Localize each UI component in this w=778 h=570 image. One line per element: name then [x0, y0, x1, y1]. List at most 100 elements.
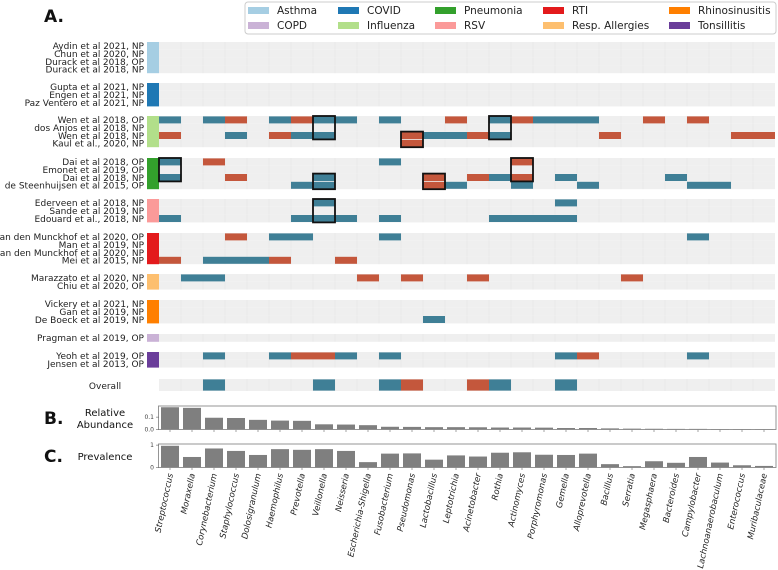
- cell-negative: [467, 274, 489, 282]
- highlight-box: [488, 115, 512, 141]
- legend-swatch: [338, 7, 359, 14]
- study-label: Chiu et al 2020, OP: [57, 282, 145, 292]
- cell-negative: [511, 116, 533, 124]
- bar-acinetobacter: [469, 427, 487, 430]
- legend-label: Pneumonia: [464, 5, 523, 17]
- cell-positive: [291, 132, 313, 139]
- highlight-box: [422, 172, 446, 191]
- cell-positive: [313, 132, 335, 139]
- cell-positive: [555, 215, 577, 222]
- bar-escherichia-shigella: [359, 425, 377, 430]
- bar-leptotrichia: [447, 427, 465, 430]
- genus-label: Fusobacterium: [373, 473, 396, 537]
- y-axis-label: Relative: [85, 408, 125, 419]
- cell-positive: [709, 181, 731, 189]
- genus-label: Pseudomonas: [396, 472, 418, 533]
- cell-positive: [423, 316, 445, 323]
- genus-label: Leptotrichia: [442, 473, 462, 525]
- cell-positive: [489, 116, 511, 124]
- cell-positive: [379, 116, 401, 124]
- bar-streptococcus: [161, 445, 179, 468]
- bar-rothia: [491, 427, 509, 430]
- bar-bacillus: [601, 428, 619, 430]
- study-label: van den Munckhof et al 2020, NP: [0, 249, 145, 259]
- bar-veillonella: [315, 424, 333, 430]
- cell-positive: [555, 116, 577, 124]
- cell-negative: [159, 132, 181, 139]
- cell-negative: [291, 116, 313, 124]
- genus-label: Actinomyces: [507, 472, 528, 529]
- study-label: Pragman et al 2019, OP: [37, 334, 145, 344]
- bar-porphyromonas: [535, 454, 553, 468]
- group-copd: Pragman et al 2019, OP: [37, 334, 775, 344]
- overall-label: Overall: [89, 382, 121, 392]
- bar-corynebacterium: [205, 448, 223, 468]
- bar-bacteroides: [667, 462, 685, 468]
- study-label: Dai et al 2018, NP: [63, 174, 145, 184]
- genus-label: Serratia: [621, 473, 638, 508]
- cell-positive: [159, 174, 181, 181]
- cell-positive: [203, 256, 225, 264]
- legend-swatch: [435, 22, 456, 29]
- study-label: Paz Ventero et al 2021, NP: [25, 99, 145, 109]
- bar-leptotrichia: [447, 455, 465, 468]
- cell-positive: [577, 116, 599, 124]
- cell-positive: [511, 215, 533, 222]
- y-tick-label: 1: [150, 442, 154, 449]
- disease-color-strip: [147, 300, 159, 324]
- study-label: Durack et al 2018, OP: [45, 58, 144, 68]
- cell-negative: [225, 174, 247, 181]
- prevalence-chart: C. Prevalence 0 1: [44, 442, 777, 472]
- genus-label: Megasphaera: [638, 473, 660, 531]
- legend-label: COVID: [367, 5, 401, 17]
- cell-negative: [357, 274, 379, 282]
- study-label: de Steenhuijsen et al 2015, OP: [5, 182, 145, 192]
- cell-negative: [423, 181, 445, 189]
- cell-positive: [533, 116, 555, 124]
- study-label: De Boeck et al 2019, NP: [35, 316, 145, 326]
- study-label: Ederveen et al 2018, NP: [35, 199, 145, 209]
- genus-label: Veillonella: [311, 473, 330, 518]
- cell-negative: [467, 174, 489, 181]
- y-tick-label: 0: [150, 465, 154, 472]
- cell-negative: [687, 116, 709, 124]
- bar-streptococcus: [161, 407, 179, 430]
- study-label: Dai et al 2018, OP: [62, 158, 144, 168]
- bar-fusobacterium: [381, 453, 399, 468]
- genus-label: Campylobacter: [681, 472, 704, 538]
- axes-frame: [158, 405, 777, 430]
- cell-negative: [599, 132, 621, 139]
- disease-color-strip: [147, 199, 159, 223]
- bar-rothia: [491, 452, 509, 468]
- bar-alloprevotella: [579, 453, 597, 468]
- cell-positive: [313, 215, 335, 222]
- study-label: Aydin et al 2021, NP: [53, 42, 145, 52]
- cell-positive: [269, 352, 291, 360]
- cell-positive: [577, 181, 599, 189]
- cell-positive: [291, 233, 313, 241]
- genus-label: Escherichia-Shigella: [346, 473, 374, 559]
- cell-negative: [577, 352, 599, 360]
- genus-label: Bacteroides: [662, 472, 682, 524]
- study-label: Vickery et al 2021, NP: [45, 300, 145, 310]
- genus-label: Dolosigranulum: [240, 473, 264, 541]
- genus-label: Acinetobacter: [462, 472, 484, 534]
- cell-positive: [225, 132, 247, 139]
- study-label: Emonet et al 2019, OP: [42, 166, 144, 176]
- cell-positive: [181, 274, 203, 282]
- bar-actinomyces: [513, 427, 531, 430]
- bar-bacillus: [601, 464, 619, 468]
- bar-haemophilus: [271, 449, 289, 468]
- genus-label: Muribaculaceae: [746, 473, 770, 541]
- cell-positive: [489, 174, 511, 181]
- study-label: Jensen et al 2013, OP: [46, 360, 144, 370]
- bar-lachnoanaerobaculum: [711, 462, 729, 468]
- bar-pseudomonas: [403, 453, 421, 468]
- genus-label: Lactobacillus: [419, 472, 440, 529]
- study-label: Chun et al 2020, NP: [54, 50, 144, 60]
- cell-negative: [269, 132, 291, 139]
- cell-positive: [203, 116, 225, 124]
